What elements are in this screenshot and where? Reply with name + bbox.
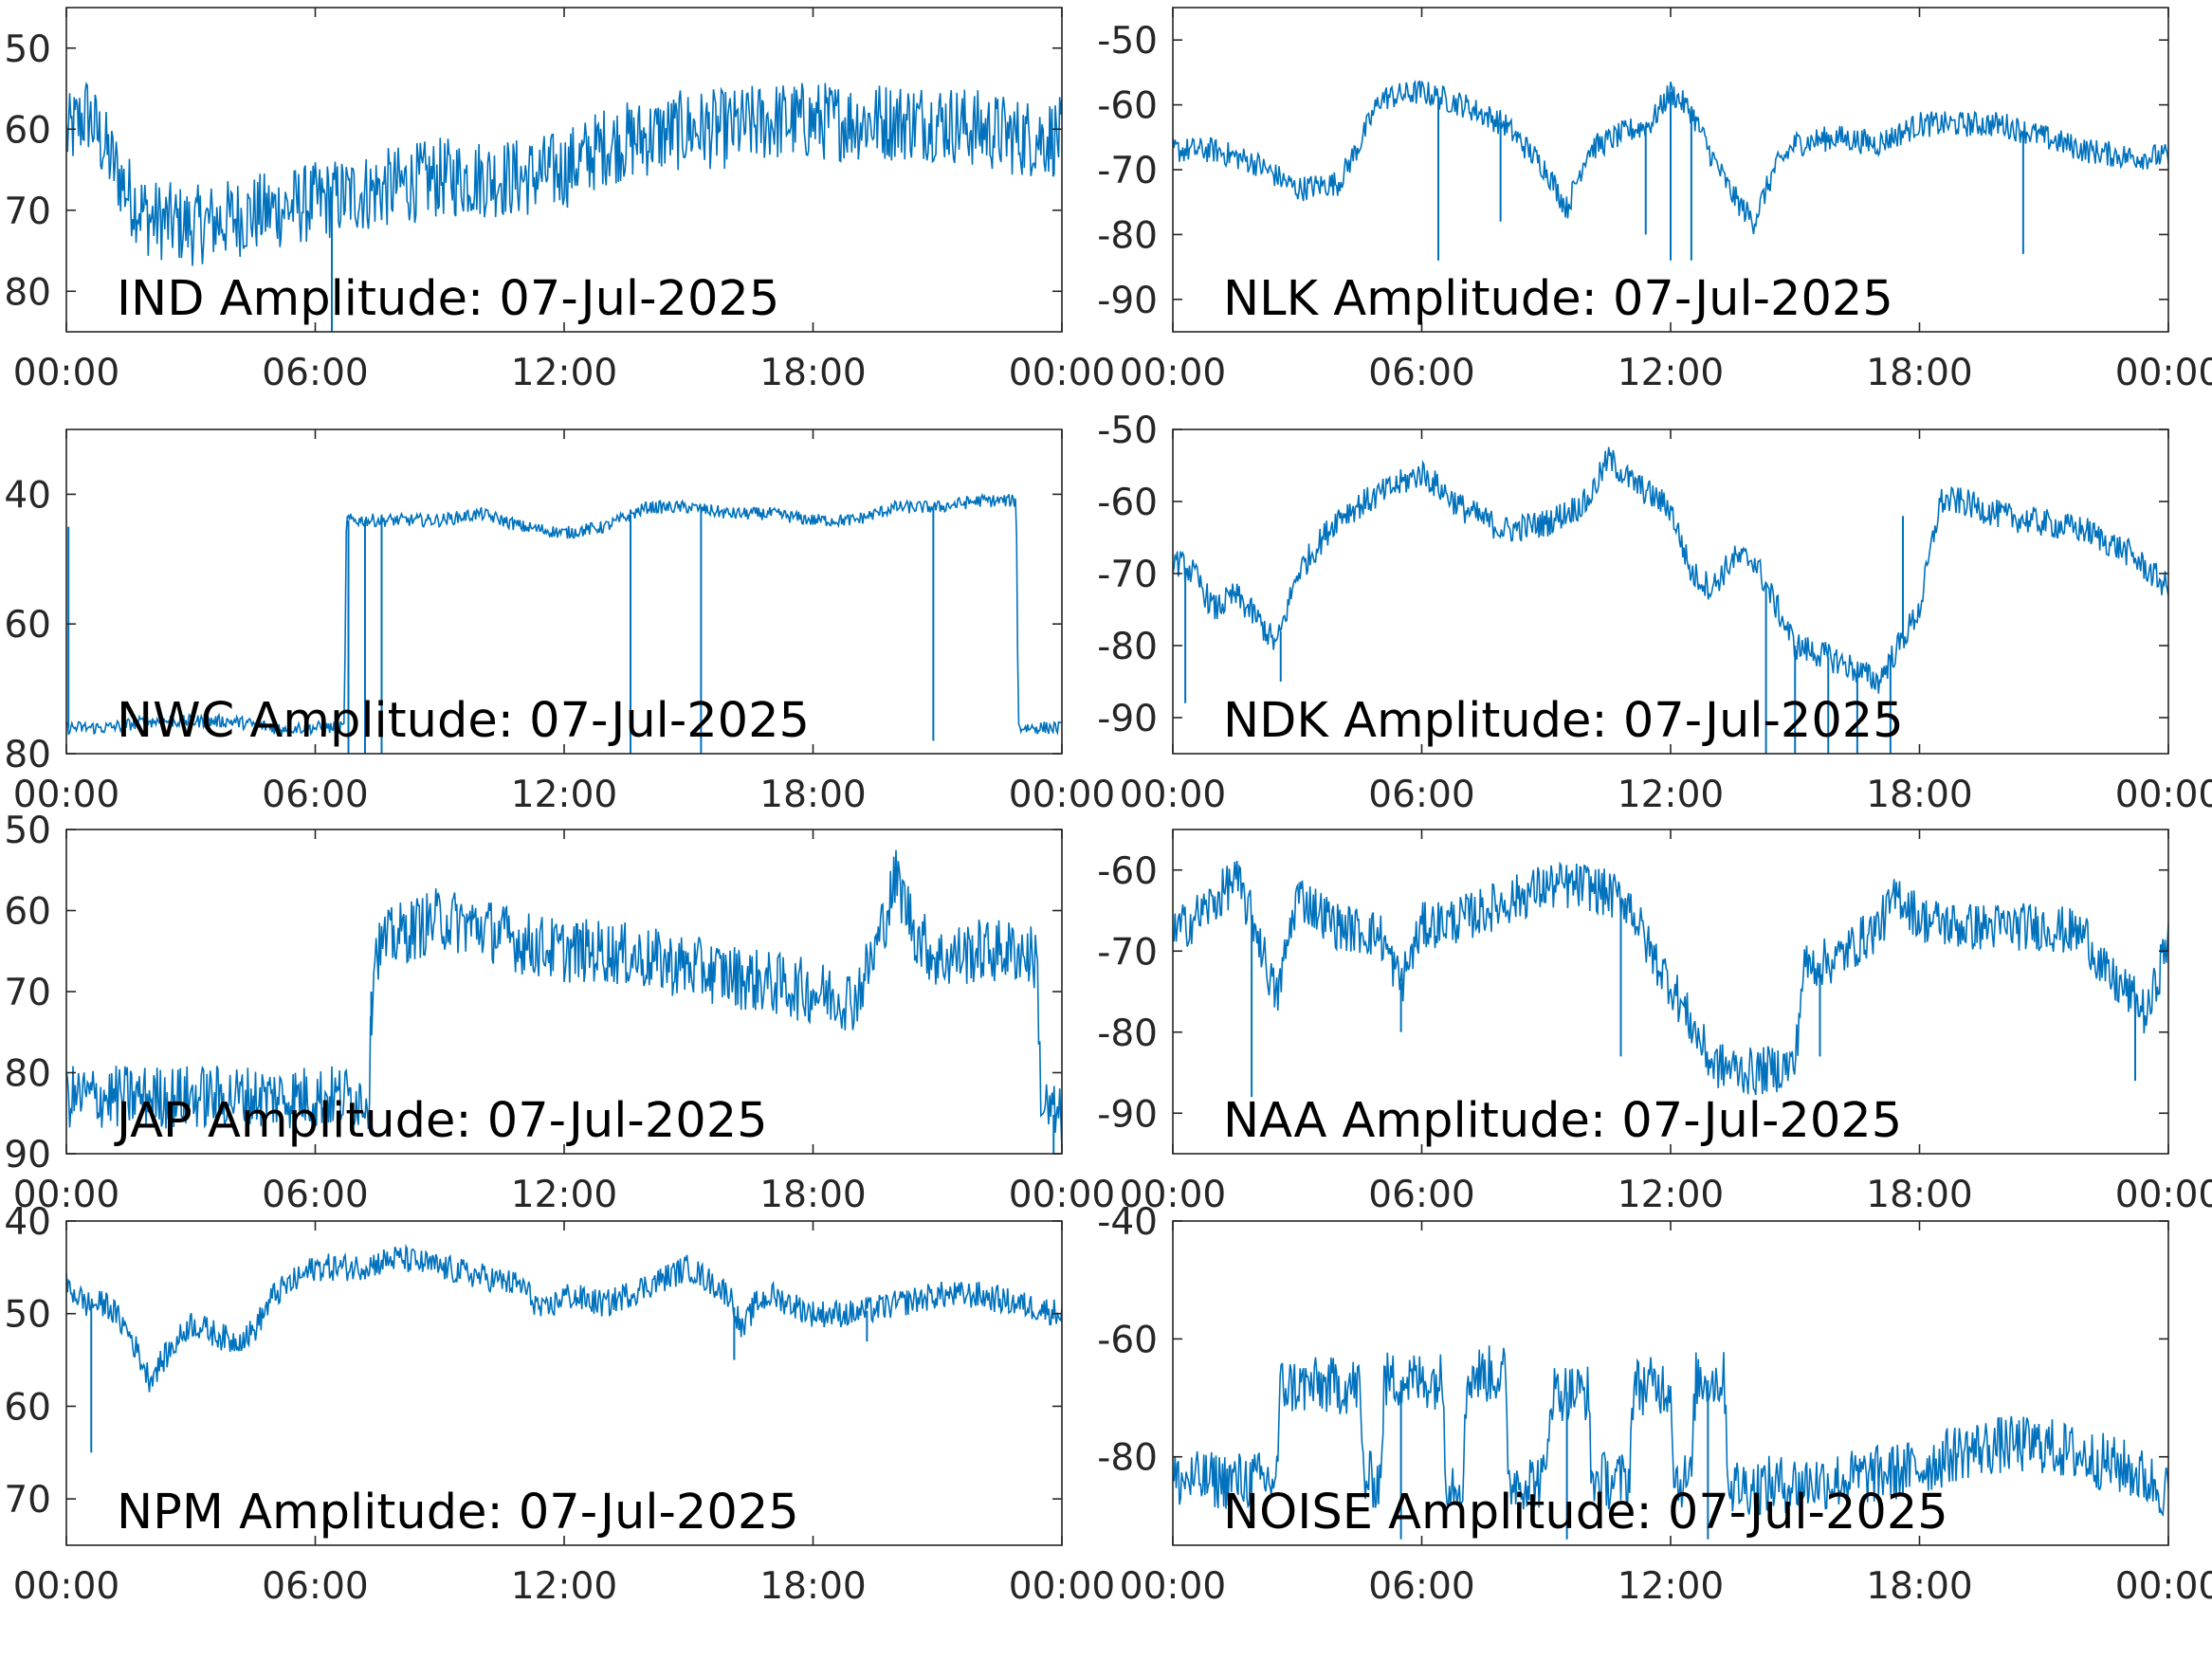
y-tick-label: 60 bbox=[4, 604, 51, 647]
y-tick-label: -80 bbox=[1097, 1437, 1158, 1480]
x-tick-label: 06:00 bbox=[1368, 1565, 1474, 1608]
y-tick-label: 90 bbox=[4, 1134, 51, 1176]
y-tick-label: 70 bbox=[4, 191, 51, 233]
y-tick-label: -60 bbox=[1097, 482, 1158, 524]
y-tick-label: -70 bbox=[1097, 150, 1158, 192]
y-tick-label: -70 bbox=[1097, 931, 1158, 974]
x-tick-label: 00:00 bbox=[2115, 352, 2212, 394]
y-tick-label: 70 bbox=[4, 972, 51, 1014]
x-tick-label: 00:00 bbox=[13, 352, 119, 394]
x-tick-label: 18:00 bbox=[759, 352, 866, 394]
y-tick-label: -80 bbox=[1097, 1012, 1158, 1055]
y-tick-label: -90 bbox=[1097, 280, 1158, 322]
x-tick-label: 12:00 bbox=[1618, 352, 1724, 394]
panel-noise: 00:00 06:00 12:00 18:00 00:00 -40 -60 -80 NOISE … bbox=[1097, 1201, 2212, 1608]
y-tick-label: 50 bbox=[4, 810, 51, 852]
panel-ind: 00:00 06:00 12:00 18:00 00:00 50 60 70 80 IND Amp… bbox=[4, 7, 1115, 394]
x-tick-label: 00:00 bbox=[1120, 352, 1226, 394]
series-line-ndk bbox=[1173, 447, 2168, 694]
y-tick-label: -90 bbox=[1097, 698, 1158, 740]
x-tick-label: 12:00 bbox=[511, 352, 617, 394]
panel-label-ind: IND Amplitude: 07-Jul-2025 bbox=[117, 271, 779, 327]
y-tick-label: 60 bbox=[4, 891, 51, 934]
y-tick-label: 50 bbox=[4, 1294, 51, 1337]
x-tick-label: 00:00 bbox=[1009, 774, 1115, 816]
x-tick-label: 00:00 bbox=[13, 774, 119, 816]
x-tick-label: 06:00 bbox=[1368, 1174, 1474, 1216]
panel-jap: 00:00 06:00 12:00 18:00 00:00 50 60 70 80 90 JAP A… bbox=[4, 810, 1115, 1216]
series-line-naa bbox=[1173, 861, 2168, 1096]
panel-label-nwc: NWC Amplitude: 07-Jul-2025 bbox=[117, 693, 810, 749]
x-tick-label: 00:00 bbox=[1120, 1565, 1226, 1608]
y-tick-label: 40 bbox=[4, 1201, 51, 1244]
x-tick-label: 06:00 bbox=[262, 1174, 368, 1216]
y-tick-label: -60 bbox=[1097, 85, 1158, 128]
x-tick-label: 18:00 bbox=[759, 1174, 866, 1216]
x-tick-label: 12:00 bbox=[1618, 1174, 1724, 1216]
panel-label-npm: NPM Amplitude: 07-Jul-2025 bbox=[117, 1485, 799, 1540]
x-tick-label: 18:00 bbox=[1866, 1565, 1972, 1608]
x-tick-label: 18:00 bbox=[1866, 774, 1972, 816]
y-tick-label: -60 bbox=[1097, 850, 1158, 893]
panel-naa: 00:00 06:00 12:00 18:00 00:00 -60 -70 -80 -90 NAA… bbox=[1097, 829, 2212, 1216]
x-tick-label: 12:00 bbox=[511, 774, 617, 816]
panel-label-jap: JAP Amplitude: 07-Jul-2025 bbox=[114, 1093, 768, 1149]
series-line-nwc bbox=[66, 492, 1062, 737]
series-line-nlk bbox=[1173, 79, 2168, 235]
x-tick-label: 12:00 bbox=[1618, 1565, 1724, 1608]
x-tick-label: 00:00 bbox=[1009, 1565, 1115, 1608]
panel-label-naa: NAA Amplitude: 07-Jul-2025 bbox=[1223, 1093, 1902, 1149]
y-tick-label: -90 bbox=[1097, 1093, 1158, 1136]
y-tick-label: 80 bbox=[4, 1053, 51, 1096]
x-tick-label: 00:00 bbox=[1009, 1174, 1115, 1216]
panel-nlk: 00:00 06:00 12:00 18:00 00:00 -50 -60 -70 -80 -90… bbox=[1097, 7, 2212, 394]
x-tick-label: 12:00 bbox=[511, 1565, 617, 1608]
x-tick-label: 00:00 bbox=[2115, 774, 2212, 816]
y-tick-label: 50 bbox=[4, 28, 51, 71]
series-line-ind bbox=[66, 82, 1062, 266]
series-line-jap bbox=[66, 849, 1062, 1151]
y-tick-label: -50 bbox=[1097, 20, 1158, 63]
panel-nwc: 00:00 06:00 12:00 18:00 00:00 40 60 80 NWC Ampli… bbox=[4, 428, 1115, 816]
y-tick-label: -70 bbox=[1097, 554, 1158, 596]
x-tick-label: 06:00 bbox=[1368, 774, 1474, 816]
panel-label-ndk: NDK Amplitude: 07-Jul-2025 bbox=[1223, 693, 1904, 749]
x-tick-label: 00:00 bbox=[13, 1565, 119, 1608]
x-tick-label: 06:00 bbox=[1368, 352, 1474, 394]
x-tick-label: 12:00 bbox=[511, 1174, 617, 1216]
x-tick-label: 00:00 bbox=[1120, 1174, 1226, 1216]
x-tick-label: 00:00 bbox=[1009, 352, 1115, 394]
x-tick-label: 18:00 bbox=[759, 774, 866, 816]
y-tick-label: 70 bbox=[4, 1479, 51, 1522]
series-line-noise bbox=[1173, 1345, 2168, 1518]
panel-ndk: 00:00 06:00 12:00 18:00 00:00 -50 -60 -70 -80 -90… bbox=[1097, 410, 2212, 816]
panel-label-nlk: NLK Amplitude: 07-Jul-2025 bbox=[1223, 271, 1893, 327]
series-line-npm bbox=[66, 1244, 1062, 1393]
y-tick-label: 80 bbox=[4, 271, 51, 314]
x-tick-label: 18:00 bbox=[759, 1565, 866, 1608]
panel-npm: 00:00 06:00 12:00 18:00 00:00 40 50 60 70 NPM Amp… bbox=[4, 1201, 1115, 1608]
y-tick-label: 60 bbox=[4, 1386, 51, 1429]
y-tick-label: -80 bbox=[1097, 626, 1158, 668]
y-tick-label: 80 bbox=[4, 734, 51, 776]
y-tick-label: -60 bbox=[1097, 1319, 1158, 1361]
y-tick-label: 60 bbox=[4, 109, 51, 152]
panel-label-noise: NOISE Amplitude: 07-Jul-2025 bbox=[1223, 1485, 1948, 1540]
x-tick-label: 00:00 bbox=[2115, 1565, 2212, 1608]
x-tick-label: 12:00 bbox=[1618, 774, 1724, 816]
x-tick-label: 00:00 bbox=[13, 1174, 119, 1216]
x-tick-label: 06:00 bbox=[262, 352, 368, 394]
x-tick-label: 06:00 bbox=[262, 774, 368, 816]
y-tick-label: 40 bbox=[4, 474, 51, 517]
y-tick-label: -80 bbox=[1097, 214, 1158, 257]
y-tick-label: -40 bbox=[1097, 1201, 1158, 1244]
x-tick-label: 18:00 bbox=[1866, 1174, 1972, 1216]
x-tick-label: 00:00 bbox=[1120, 774, 1226, 816]
y-tick-label: -50 bbox=[1097, 410, 1158, 452]
x-tick-label: 00:00 bbox=[2115, 1174, 2212, 1216]
x-tick-label: 06:00 bbox=[262, 1565, 368, 1608]
x-tick-label: 18:00 bbox=[1866, 352, 1972, 394]
